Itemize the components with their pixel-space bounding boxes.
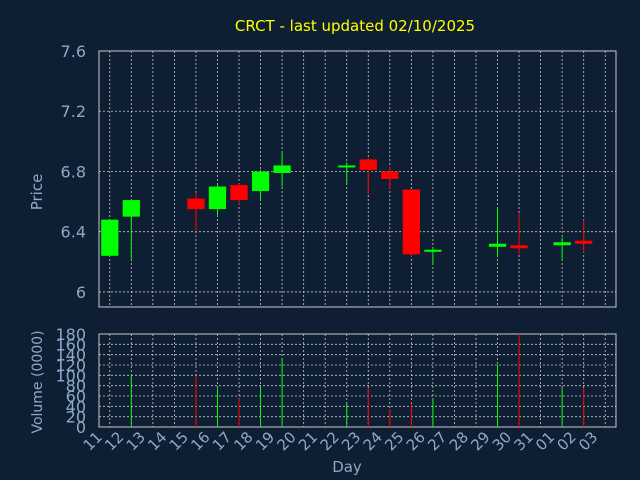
x-tick-label: 03	[575, 428, 601, 454]
candle-body	[251, 171, 270, 192]
volume-tick-label: 120	[55, 356, 86, 375]
volume-tick-label: 100	[55, 366, 86, 385]
volume-tick-label: 80	[66, 377, 86, 396]
price-tick-label: 7.2	[61, 102, 86, 121]
candle-body	[273, 165, 291, 173]
volume-tick-label: 160	[55, 335, 86, 354]
x-axis-label: Day	[332, 458, 362, 476]
price-tick-label: 6.4	[61, 223, 86, 242]
candle-body	[402, 189, 420, 255]
volume-tick-label: 0	[76, 418, 86, 437]
candle-body	[230, 185, 248, 201]
candle-body	[122, 200, 140, 217]
volume-plot-frame	[98, 333, 617, 428]
candle-body	[424, 249, 442, 252]
price-plot-frame	[98, 50, 617, 308]
y-axis-label: Price	[28, 174, 46, 211]
x-axis-ticks: 1112131415161718192021222324252627282930…	[80, 428, 602, 454]
candle-body	[510, 245, 528, 249]
candle-body	[187, 198, 205, 210]
price-panel: 6 6.4 6.8 7.2 7.6	[61, 42, 617, 308]
candle-body	[575, 240, 593, 244]
price-tick-label: 7.6	[61, 42, 86, 61]
candle-body	[208, 186, 227, 210]
candle-body	[101, 219, 119, 256]
chart-title: CRCT - last updated 02/10/2025	[235, 17, 475, 35]
price-tick-label: 6	[76, 283, 86, 302]
candle-body	[553, 242, 571, 246]
volume-tick-label: 20	[66, 408, 86, 427]
volume-tick-label: 40	[66, 397, 86, 416]
candle-body	[381, 171, 399, 179]
price-tick-label: 6.8	[61, 162, 86, 181]
volume-tick-label: 180	[55, 325, 86, 344]
candle-body	[488, 243, 507, 247]
volume-axis-label: Volume (0000)	[30, 330, 46, 433]
candle-body	[338, 165, 356, 168]
candle-body	[359, 159, 377, 170]
volume-tick-label: 140	[55, 346, 86, 365]
volume-tick-label: 60	[66, 387, 86, 406]
